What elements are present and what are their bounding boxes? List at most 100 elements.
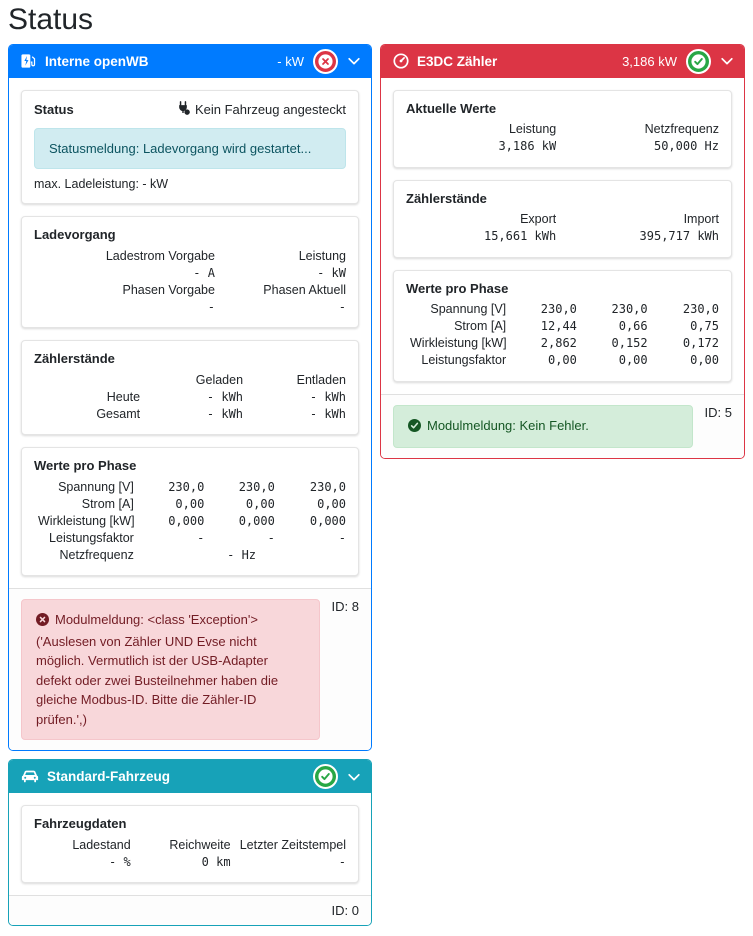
cell-value: - [34,298,215,315]
phasen-section: Werte pro Phase Spannung [V] 230,0 230,0… [21,447,359,576]
col-header: Export [406,211,556,228]
row-label: Gesamt [34,405,140,422]
zaehlerstaende-table: Geladen Entladen Heute - kWh - kWh Gesam… [34,371,346,422]
header-right-openwb: - kW [277,49,361,74]
aktuelle-werte-title: Aktuelle Werte [406,101,719,116]
card-standard-fahrzeug: Standard-Fahrzeug Fahrzeugdaten [8,759,372,926]
row-label: Netzfrequenz [34,546,134,563]
cell-value: 0,66 [577,318,648,335]
cell-value: 230,0 [506,301,577,318]
chevron-down-icon[interactable] [720,54,734,68]
component-id: ID: 5 [693,405,732,420]
table-row: Strom [A] 12,44 0,66 0,75 [406,318,719,335]
ladevorgang-section: Ladevorgang Ladestrom Vorgabe Leistung -… [21,216,359,328]
card-footer-vehicle: ID: 0 [9,895,371,925]
cell-value: 230,0 [577,301,648,318]
table-row: Wirkleistung [kW] 0,000 0,000 0,000 [34,512,346,529]
col-header: Leistung [215,247,346,264]
fahrzeugdaten-title: Fahrzeugdaten [34,816,346,831]
module-error-alert: Modulmeldung: <class 'Exception'> ('Ausl… [21,599,320,740]
table-row: 3,186 kW 50,000 Hz [406,138,719,155]
card-title-vehicle: Standard-Fahrzeug [47,769,170,784]
aktuelle-werte-table: Leistung Netzfrequenz 3,186 kW 50,000 Hz [406,121,719,155]
fahrzeugdaten-table: Ladestand Reichweite Letzter Zeitstempel… [34,836,346,870]
zaehlerstaende-table: Export Import 15,661 kWh 395,717 kWh [406,211,719,245]
cell-value: 230,0 [134,478,205,495]
cell-value: - kWh [243,388,346,405]
page-title: Status [0,0,753,44]
col-header: Ladestrom Vorgabe [34,247,215,264]
table-row: Heute - kWh - kWh [34,388,346,405]
cell-value: 0,75 [648,318,719,335]
card-title-openwb: Interne openWB [45,54,149,69]
gauge-icon [393,53,409,69]
table-row: Spannung [V] 230,0 230,0 230,0 [34,478,346,495]
cell-value: 395,717 kWh [556,228,719,245]
cell-value: 230,0 [648,301,719,318]
fault-ok-badge [313,764,338,789]
cell-value [275,546,346,563]
cell-value: - kWh [140,405,243,422]
cell-value: 0,00 [648,352,719,369]
plug-state: Kein Fahrzeug angesteckt [176,101,346,118]
fault-error-badge [313,49,338,74]
max-charge-power: max. Ladeleistung: - kW [34,177,346,191]
table-row: 15,661 kWh 395,717 kWh [406,228,719,245]
card-body-vehicle: Fahrzeugdaten Ladestand Reichweite Letzt… [9,793,371,895]
cell-value: 15,661 kWh [406,228,556,245]
row-label: Heute [34,388,140,405]
chevron-down-icon[interactable] [347,770,361,784]
cell-value: - % [34,853,131,870]
table-row: Leistungsfaktor 0,00 0,00 0,00 [406,352,719,369]
cell-value: - [204,529,275,546]
cell-value: 0 km [131,853,231,870]
status-section-title: Status [34,102,74,117]
cell-value: - kW [215,264,346,281]
cell-value: 2,862 [506,335,577,352]
card-header-openwb[interactable]: Interne openWB - kW [9,45,371,78]
module-ok-text: Modulmeldung: Kein Fehler. [427,418,589,433]
cell-value: - Hz [204,546,275,563]
table-row: - % 0 km - [34,853,346,870]
header-right-e3dc: 3,186 kW [622,49,734,74]
card-header-vehicle[interactable]: Standard-Fahrzeug [9,760,371,793]
col-header: Entladen [243,371,346,388]
col-header: Phasen Vorgabe [34,281,215,298]
cell-value: 12,44 [506,318,577,335]
card-header-e3dc[interactable]: E3DC Zähler 3,186 kW [381,45,744,78]
component-id: ID: 8 [320,599,359,614]
circle-xmark-icon [36,612,49,632]
phasen-section: Werte pro Phase Spannung [V] 230,0 230,0… [393,270,732,382]
phasen-table: Spannung [V] 230,0 230,0 230,0 Strom [A]… [34,478,346,563]
status-section: Status Kein Fahrzeug angesteckt Statusme… [21,90,359,205]
fault-ok-badge [686,49,711,74]
cell-value: - kWh [243,405,346,422]
cell-value: 0,00 [204,495,275,512]
card-interne-openwb: Interne openWB - kW Status [8,44,372,752]
cell-value: 0,172 [648,335,719,352]
row-label: Wirkleistung [kW] [406,335,506,352]
plug-state-label: Kein Fahrzeug angesteckt [195,102,346,117]
cell-value: 230,0 [204,478,275,495]
card-e3dc-zaehler: E3DC Zähler 3,186 kW Aktuelle Werte [380,44,745,460]
cell-value: 50,000 Hz [556,138,719,155]
cell-value: - A [34,264,215,281]
cell-value: - [275,529,346,546]
cell-value: 0,00 [134,495,205,512]
cell-value: 0,000 [134,512,205,529]
zaehlerstaende-title: Zählerstände [406,191,719,206]
row-label: Strom [A] [34,495,134,512]
col-header: Import [556,211,719,228]
chevron-down-icon[interactable] [347,54,361,68]
cell-value [134,546,205,563]
col-header: Leistung [406,121,556,138]
col-header: Geladen [140,371,243,388]
circle-check-icon [408,418,421,438]
card-body-openwb: Status Kein Fahrzeug angesteckt Statusme… [9,78,371,589]
cell-value: 0,000 [204,512,275,529]
table-row: Leistungsfaktor - - - [34,529,346,546]
header-right-vehicle [313,764,361,789]
zaehlerstaende-section: Zählerstände Geladen Entladen Heute - kW… [21,340,359,435]
cell-value: 0,00 [506,352,577,369]
table-row: Strom [A] 0,00 0,00 0,00 [34,495,346,512]
